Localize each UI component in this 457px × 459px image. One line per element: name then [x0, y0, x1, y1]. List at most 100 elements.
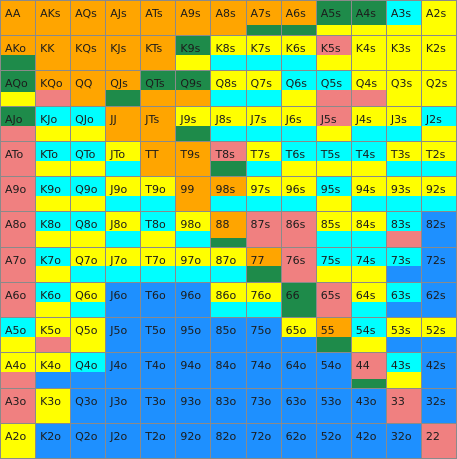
hand-label: A3s	[390, 7, 412, 20]
hand-label: Q5o	[75, 324, 98, 338]
hand-label: 87s	[250, 218, 271, 232]
hand-label: 86o	[215, 288, 237, 302]
hand-cell: 43o	[351, 388, 386, 423]
hand-cell-color-segment	[316, 212, 351, 232]
hand-label: AKo	[5, 42, 26, 56]
hand-cell: 82o	[211, 423, 246, 458]
hand-cell: 87s	[246, 212, 281, 247]
hand-cell: Q8s	[211, 71, 246, 106]
hand-label: T9o	[145, 183, 166, 197]
hand-cell: 62s	[421, 282, 456, 318]
hand-cell: T8o	[141, 212, 176, 247]
hand-cell-color-segment	[351, 141, 386, 161]
hand-cell: 32s	[421, 388, 456, 423]
hand-cell: 83o	[211, 388, 246, 423]
hand-label: A2o	[5, 429, 27, 443]
hand-label: 99	[180, 183, 195, 197]
hand-cell: A6s	[281, 1, 316, 36]
hand-cell-color-segment	[106, 141, 141, 161]
hand-cell-color-segment	[36, 231, 71, 247]
hand-cell-color-segment	[386, 212, 421, 232]
hand-cell-color-segment	[176, 36, 211, 56]
hand-label: KQo	[40, 77, 63, 91]
hand-label: 83o	[215, 394, 237, 408]
hand-cell: 72s	[421, 247, 456, 282]
hand-cell-color-segment	[106, 36, 141, 71]
hand-cell-color-segment	[141, 247, 176, 267]
hand-label: 95s	[320, 183, 341, 197]
hand-label: 43s	[390, 359, 411, 373]
hand-cell: J4s	[351, 106, 386, 141]
hand-cell-color-segment	[211, 266, 246, 282]
hand-cell-color-segment	[421, 388, 456, 423]
hand-cell-color-segment	[36, 282, 71, 302]
hand-label: K2o	[40, 429, 62, 443]
hand-cell-color-segment	[386, 282, 421, 302]
hand-cell: 94o	[176, 353, 211, 388]
hand-label: 94s	[355, 183, 376, 197]
hand-cell-color-segment	[421, 282, 456, 318]
hand-cell: K6o	[36, 282, 71, 318]
hand-cell: Q7o	[71, 247, 106, 282]
hand-cell-color-segment	[316, 141, 351, 161]
hand-cell-color-segment	[141, 90, 176, 106]
hand-cell-color-segment	[316, 125, 351, 141]
hand-cell-color-segment	[1, 353, 36, 373]
hand-cell: T9s	[176, 141, 211, 177]
hand-cell-color-segment	[176, 125, 211, 141]
hand-cell-color-segment	[176, 1, 211, 36]
hand-label: KTs	[145, 42, 163, 56]
hand-cell-color-segment	[1, 91, 36, 106]
hand-cell-color-segment	[316, 1, 351, 25]
hand-cell-color-segment	[36, 1, 71, 36]
hand-cell-color-segment	[211, 36, 246, 56]
hand-label: AJo	[5, 112, 23, 126]
hand-cell-color-segment	[71, 282, 106, 302]
hand-cell-color-segment	[316, 388, 351, 423]
hand-label: J8o	[110, 218, 128, 232]
hand-label: 42o	[355, 429, 377, 443]
hand-cell: A5o	[1, 318, 36, 353]
hand-cell-color-segment	[281, 55, 316, 71]
hand-cell: ATs	[141, 1, 176, 36]
hand-cell: 52s	[421, 318, 456, 353]
hand-cell-color-segment	[211, 318, 246, 353]
hand-cell-color-segment	[71, 106, 106, 126]
hand-label: 22	[425, 429, 440, 443]
hand-cell: 97s	[246, 177, 281, 212]
hand-label: 88	[215, 218, 230, 232]
hand-label: 97o	[180, 253, 202, 267]
hand-cell: QQ	[71, 71, 106, 106]
hand-cell-color-segment	[246, 247, 281, 267]
hand-label: KQs	[75, 42, 97, 56]
hand-cell-color-segment	[246, 24, 281, 36]
hand-label: K7o	[40, 253, 62, 267]
hand-cell-color-segment	[71, 353, 106, 373]
hand-cell: K5s	[316, 36, 351, 71]
hand-cell-color-segment	[106, 388, 141, 423]
hand-cell-color-segment	[176, 247, 211, 267]
hand-cell: J4o	[106, 353, 141, 388]
hand-cell-color-segment	[351, 106, 386, 126]
hand-cell-color-segment	[211, 282, 246, 302]
hand-label: A5o	[5, 324, 27, 338]
hand-cell-color-segment	[386, 195, 421, 212]
hand-cell: T3o	[141, 388, 176, 423]
hand-cell-color-segment	[71, 318, 106, 353]
hand-cell: T8s	[211, 141, 246, 177]
hand-label: 95o	[180, 324, 202, 338]
hand-label: K9s	[180, 42, 201, 56]
hand-cell-color-segment	[176, 71, 211, 91]
hand-cell: K3s	[386, 36, 421, 71]
hand-cell: 63s	[386, 282, 421, 318]
hand-label: J7o	[110, 253, 128, 267]
hand-label: J9o	[110, 183, 128, 197]
hand-label: T5s	[320, 147, 341, 161]
hand-cell-color-segment	[281, 177, 316, 196]
hand-label: J6o	[110, 288, 128, 302]
hand-cell-color-segment	[211, 1, 246, 36]
hand-cell-color-segment	[1, 55, 36, 71]
hand-cell: A8s	[211, 1, 246, 36]
hand-cell: KTo	[36, 141, 71, 177]
hand-label: J5s	[320, 112, 337, 126]
